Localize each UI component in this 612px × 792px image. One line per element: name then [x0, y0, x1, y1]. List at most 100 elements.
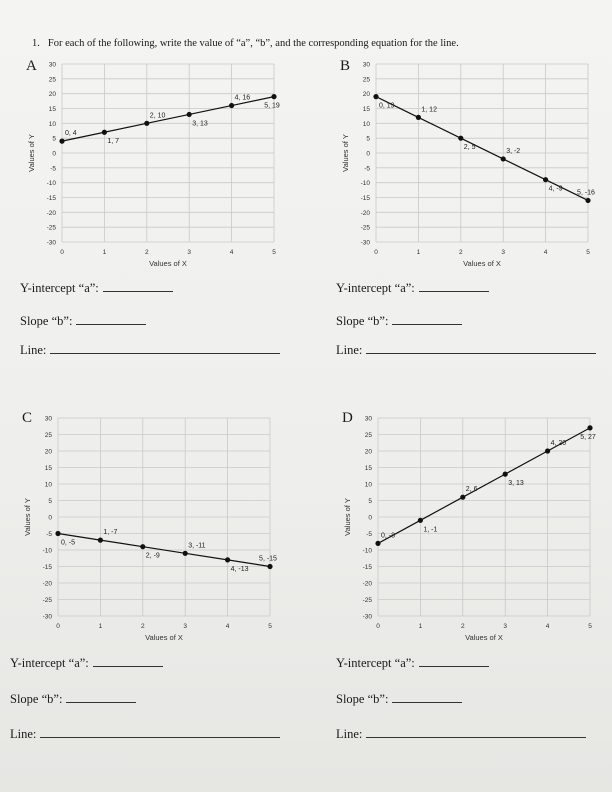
data-point	[545, 448, 551, 454]
data-label: 1, 7	[107, 138, 119, 145]
data-point	[186, 111, 192, 118]
slope-b: Slope “b”:	[336, 314, 463, 329]
y-axis-label: Values of Y	[341, 134, 350, 172]
panel-a: A 30 25 20 15 10 5 0 -5 -10 -15 -20 -25 -30 0 1 2 3 4 5 Val…	[20, 50, 290, 280]
panel-b: B 30 25 20 15 10 5 0 -5 -10 -15 -20 -25 -30 0 1 2 3 4 5 Val…	[334, 50, 604, 280]
data-point	[140, 544, 146, 550]
y-tick-label: 20	[49, 91, 57, 98]
data-label: 2, 5	[464, 144, 476, 151]
intercept-d: Y-intercept “a”:	[336, 656, 489, 671]
x-tick-label: 3	[187, 249, 191, 256]
line-d: Line:	[336, 727, 587, 742]
x-tick-label: 4	[230, 249, 234, 256]
y-tick-label: 20	[365, 449, 373, 456]
answer-blank[interactable]	[102, 281, 173, 292]
y-tick-label: 5	[368, 498, 372, 505]
answer-blank[interactable]	[40, 727, 281, 738]
y-tick-label: 5	[52, 136, 56, 143]
data-point	[375, 540, 381, 546]
line-b: Line:	[336, 343, 597, 358]
data-label: 4, 20	[551, 440, 567, 447]
data-label: 2, 6	[466, 486, 478, 493]
x-tick-label: 0	[376, 623, 380, 630]
x-tick-label: 1	[419, 623, 423, 630]
y-tick-label: 30	[49, 62, 57, 69]
data-point	[500, 156, 506, 162]
y-tick-label: 25	[365, 432, 373, 439]
data-label: 3, 13	[192, 120, 208, 127]
y-tick-label: -15	[361, 195, 371, 202]
data-label: 3, -11	[188, 542, 205, 549]
y-tick-label: -10	[43, 548, 53, 555]
data-label: 5, 19	[264, 103, 280, 110]
answer-blank[interactable]	[76, 314, 147, 325]
y-tick-label: 0	[366, 151, 370, 158]
series-line	[375, 96, 589, 202]
data-label: 1, -7	[103, 529, 117, 536]
y-tick-label: 0	[52, 151, 56, 158]
data-label: 0, 4	[65, 130, 77, 137]
data-point	[502, 471, 508, 477]
y-tick-label: 25	[363, 76, 371, 83]
panel-d: D 30 25 20 15 10 5 0 -5 -10 -15 -20 -25 -30 0 1 2 3 4 5 Val…	[336, 404, 606, 654]
y-tick-label: 0	[48, 515, 52, 522]
answer-blank[interactable]	[50, 343, 281, 354]
slope-a: Slope “b”:	[20, 314, 147, 329]
answer-blank[interactable]	[418, 281, 489, 292]
y-tick-label: 30	[45, 416, 53, 423]
data-label: 0, -8	[381, 532, 395, 539]
data-point	[267, 563, 273, 570]
answer-blank[interactable]	[418, 656, 489, 667]
y-tick-label: -5	[366, 531, 372, 538]
x-tick-label: 1	[417, 249, 421, 256]
line-a: Line:	[20, 343, 281, 358]
y-tick-label: 10	[49, 121, 57, 128]
y-tick-label: -5	[46, 531, 52, 538]
y-tick-label: -25	[47, 225, 57, 232]
y-tick-label: -20	[47, 210, 57, 217]
y-tick-label: 10	[363, 121, 371, 128]
y-tick-label: 5	[48, 498, 52, 505]
data-point	[458, 135, 464, 141]
y-axis-label: Values of Y	[23, 498, 32, 536]
data-label: 5, -15	[259, 556, 277, 563]
data-point	[59, 138, 65, 144]
y-tick-label: -5	[364, 165, 370, 172]
y-axis-label: Values of Y	[27, 134, 36, 172]
data-point	[101, 129, 107, 135]
panel-letter: D	[342, 410, 353, 426]
intercept-c: Y-intercept “a”:	[10, 656, 163, 671]
y-tick-label: -20	[361, 210, 371, 217]
y-tick-label: 15	[49, 106, 57, 113]
x-tick-label: 2	[461, 623, 465, 630]
x-tick-label: 0	[56, 623, 60, 630]
data-label: 1, -1	[423, 526, 437, 533]
series-line	[61, 96, 275, 142]
answer-blank[interactable]	[392, 692, 463, 703]
data-label: 4, 16	[235, 95, 251, 102]
y-tick-label: 30	[365, 416, 373, 423]
x-axis-label: Values of X	[149, 259, 187, 268]
intercept-b: Y-intercept “a”:	[336, 281, 489, 296]
series-line	[57, 532, 271, 568]
y-tick-label: 15	[45, 465, 53, 472]
y-tick-label: -25	[361, 225, 371, 232]
y-tick-label: -20	[43, 581, 53, 588]
answer-blank[interactable]	[366, 727, 587, 738]
line-c: Line:	[10, 727, 281, 742]
panel-letter: C	[22, 410, 33, 426]
answer-blank[interactable]	[66, 692, 137, 703]
answer-blank[interactable]	[92, 656, 163, 667]
answer-blank[interactable]	[392, 314, 463, 325]
x-tick-label: 4	[226, 623, 230, 630]
data-label: 0, -5	[61, 540, 75, 547]
data-point	[144, 120, 150, 126]
data-label: 1, 12	[421, 106, 437, 113]
x-tick-label: 5	[272, 249, 276, 256]
answer-blank[interactable]	[366, 343, 597, 354]
x-axis-label: Values of X	[463, 259, 501, 268]
panel-letter: B	[340, 58, 351, 74]
data-label: 4, -9	[549, 186, 563, 193]
data-label: 3, 13	[508, 480, 524, 487]
